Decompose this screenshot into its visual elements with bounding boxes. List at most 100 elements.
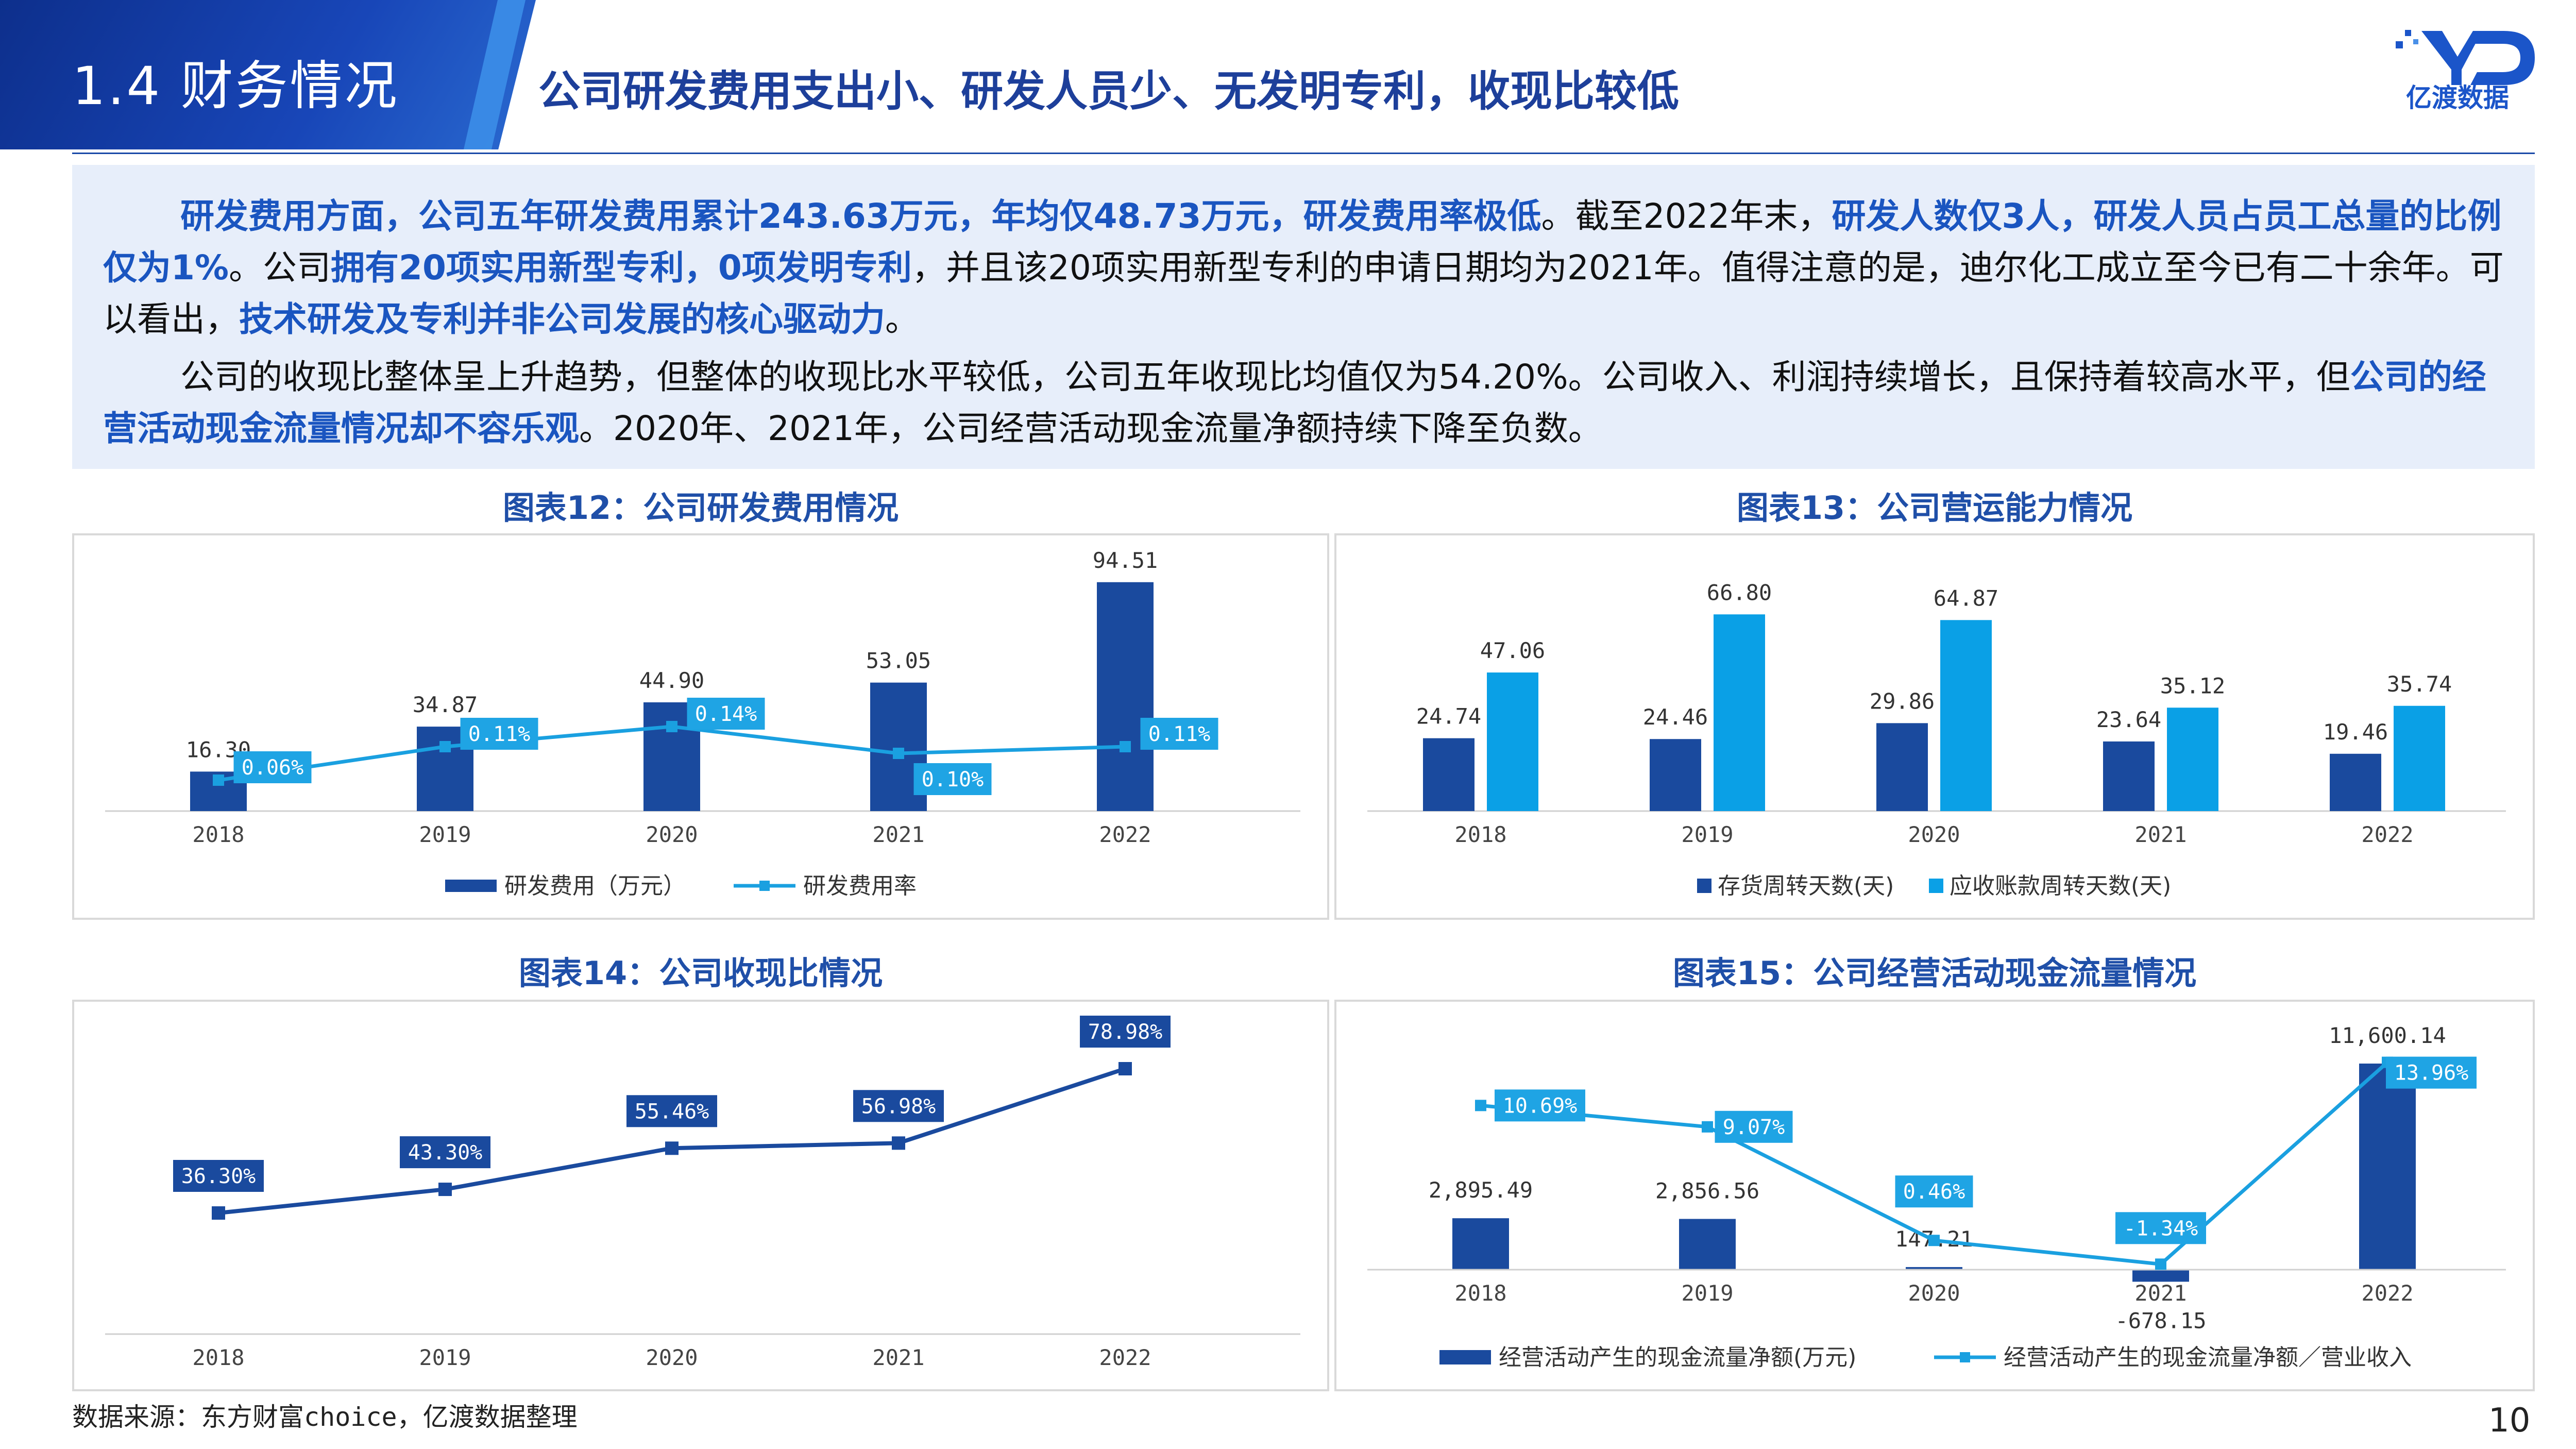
c12-rate-label-2020: 0.14% [695, 702, 757, 726]
c15-ratio-label-2021: -1.34% [2124, 1217, 2198, 1240]
c13-tick-2021: 2021 [2134, 822, 2187, 847]
c15-ratio-label-2018-box [1495, 1089, 1585, 1122]
header-divider [72, 153, 2535, 154]
c14-tick-2020: 2020 [646, 1345, 698, 1370]
c12-rate-label-2020-box [687, 698, 765, 730]
c15-ratio-label-2022-box [2386, 1056, 2477, 1089]
summary-box: 研发费用方面，公司五年研发费用累计243.63万元，年均仅48.73万元，研发费… [72, 165, 2535, 469]
p1-run-5: ，并且该20项实用新型专利的申请日期均为2021年。值得注意的是，迪尔化工成立至… [103, 248, 2504, 339]
p2-run-0: 公司的收现比整体呈上升趋势，但整体的收现比水平较低，公司五年收现比均值仅为54.… [180, 357, 2350, 397]
c14-label-2020-box [626, 1095, 717, 1127]
c14-point-2021 [892, 1136, 905, 1150]
data-source: 数据来源：东方财富choice，亿渡数据整理 [72, 1402, 578, 1432]
c15-ratio-point-2019 [1702, 1121, 1713, 1133]
header-banner [0, 0, 536, 149]
c14-label-2022: 78.98% [1088, 1020, 1163, 1044]
c12-rate-label-2018-box [233, 751, 312, 783]
c15-bar-label-2019: 2,856.56 [1655, 1178, 1759, 1203]
c14-label-2019-box [400, 1136, 490, 1169]
chart-operating-capacity: 2018 2019 2020 2021 2022 24.74 24.46 29.86 23.64… [1334, 533, 2535, 920]
c15-bar-2022 [2359, 1064, 2416, 1270]
c13-legend-swatch-1 [1929, 879, 1943, 893]
chart-title-cash-ratio: 图表14：公司收现比情况 [518, 954, 883, 992]
chart-operating-svg: 2018 2019 2020 2021 2022 24.74 24.46 29.86 23.64… [1367, 580, 2506, 899]
c13-bar-s1-2019 [1714, 614, 1765, 811]
chart-title-operating: 图表13：公司营运能力情况 [1736, 489, 2133, 527]
c13-bar-s0-2021 [2103, 741, 2155, 811]
p1-run-7: 。 [885, 299, 919, 339]
c14-ratio-line [218, 1067, 1126, 1215]
c12-bar-label-2019: 34.87 [413, 692, 478, 717]
c14-label-2021-box [853, 1090, 944, 1122]
section-title: 1.4 财务情况 [72, 56, 399, 117]
c13-label-s1-2018: 47.06 [1480, 638, 1545, 663]
c13-bar-s1-2022 [2394, 705, 2445, 811]
c14-label-2018: 36.30% [181, 1165, 256, 1188]
c14-label-2019: 43.30% [408, 1141, 483, 1165]
p1-run-2: 研发人数仅3人，研发人员占员工总量的比例仅为1% [103, 196, 2502, 288]
chart-rd-expense: 2018 2019 2020 2021 2022 16.30 34.87 44.90 53.05… [72, 533, 1329, 920]
c12-legend-bar-label: 研发费用（万元） [504, 873, 686, 899]
c15-bar-label-2021: -678.15 [2115, 1308, 2206, 1333]
c15-bar-2018 [1452, 1218, 1509, 1270]
c13-label-s1-2019: 66.80 [1707, 580, 1772, 605]
c13-bar-s0-2020 [1876, 723, 1928, 811]
c12-rate-point-2019 [439, 741, 451, 752]
c13-bar-s0-2019 [1650, 739, 1701, 811]
c15-ratio-label-2021-box [2115, 1212, 2206, 1244]
c12-tick-2022: 2022 [1099, 822, 1151, 847]
c14-tick-2018: 2018 [192, 1345, 244, 1370]
p1-run-0: 研发费用方面，公司五年研发费用累计243.63万元，年均仅48.73万元，研发费… [180, 196, 1541, 236]
c15-ratio-label-2020-box [1895, 1175, 1973, 1208]
c12-rate-label-2018: 0.06% [242, 756, 303, 780]
c15-ratio-label-2018: 10.69% [1503, 1094, 1578, 1118]
c12-bar-label-2020: 44.90 [639, 668, 704, 693]
page-number: 10 [2488, 1402, 2531, 1440]
c15-ratio-label-2022: 13.96% [2394, 1062, 2469, 1085]
c12-rate-label-2021: 0.10% [922, 768, 984, 791]
c12-rate-label-2022: 0.11% [1148, 722, 1210, 746]
c15-tick-2019: 2019 [1681, 1280, 1733, 1306]
c15-legend-bar-swatch [1439, 1350, 1491, 1364]
c12-rate-point-2022 [1120, 741, 1131, 752]
c12-legend-line-label: 研发费用率 [803, 873, 917, 899]
c15-ratio-label-2020: 0.46% [1903, 1180, 1965, 1204]
c13-bar-s1-2021 [2167, 707, 2218, 811]
c12-rate-point-2018 [213, 774, 224, 786]
c12-rate-label-2021-box [913, 763, 992, 795]
c14-point-2018 [212, 1206, 225, 1220]
chart-cash-flow-svg: 2,895.492,856.56147.21-678.1511,600.1420… [1367, 1023, 2506, 1371]
c14-point-2020 [665, 1141, 679, 1155]
c15-bar-2020 [1906, 1267, 1962, 1270]
c15-tick-2018: 2018 [1454, 1280, 1506, 1306]
c15-tick-2020: 2020 [1908, 1280, 1960, 1306]
c13-legend-swatch-0 [1697, 879, 1711, 893]
c13-label-s0-2019: 24.46 [1643, 704, 1708, 730]
c13-label-s0-2022: 19.46 [2323, 719, 2388, 745]
p1-run-3: 。公司 [229, 248, 331, 288]
c15-legend-bar-label: 经营活动产生的现金流量净额(万元) [1499, 1344, 1856, 1371]
p2-run-2: 。2020年、2021年，公司经营活动现金流量净额持续下降至负数。 [579, 409, 1602, 448]
c14-label-2020: 55.46% [635, 1100, 709, 1123]
c12-tick-2020: 2020 [646, 822, 698, 847]
chart-title-rd-expense: 图表12：公司研发费用情况 [502, 489, 899, 527]
c15-bar-2021 [2132, 1270, 2189, 1282]
c14-tick-2022: 2022 [1099, 1345, 1151, 1370]
c12-rate-label-2022-box [1140, 718, 1218, 750]
c13-bar-s0-2018 [1423, 738, 1475, 811]
c13-bar-s1-2018 [1487, 672, 1538, 811]
summary-paragraph-1: 研发费用方面，公司五年研发费用累计243.63万元，年均仅48.73万元，研发费… [103, 191, 2504, 345]
c13-label-s1-2020: 64.87 [1934, 585, 1998, 611]
c15-bar-label-2022: 11,600.14 [2329, 1023, 2446, 1048]
c13-tick-2018: 2018 [1454, 822, 1506, 847]
c12-tick-2021: 2021 [872, 822, 924, 847]
chart-cash-ratio-svg: 2018 2019 2020 2021 2022 36.30% 43.30% 55.46% 56… [105, 1016, 1300, 1370]
page-headline: 公司研发费用支出小、研发人员少、无发明专利，收现比较低 [538, 67, 1680, 116]
c15-legend-line-marker [1960, 1352, 1970, 1362]
c14-label-2018-box [173, 1160, 264, 1192]
c13-label-s0-2020: 29.86 [1870, 688, 1935, 714]
chart-cash-flow: 2,895.492,856.56147.21-678.1511,600.1420… [1334, 1000, 2535, 1391]
chart-title-cash-flow: 图表15：公司经营活动现金流量情况 [1672, 954, 2197, 992]
c14-tick-2019: 2019 [419, 1345, 471, 1370]
c13-tick-2020: 2020 [1908, 822, 1960, 847]
